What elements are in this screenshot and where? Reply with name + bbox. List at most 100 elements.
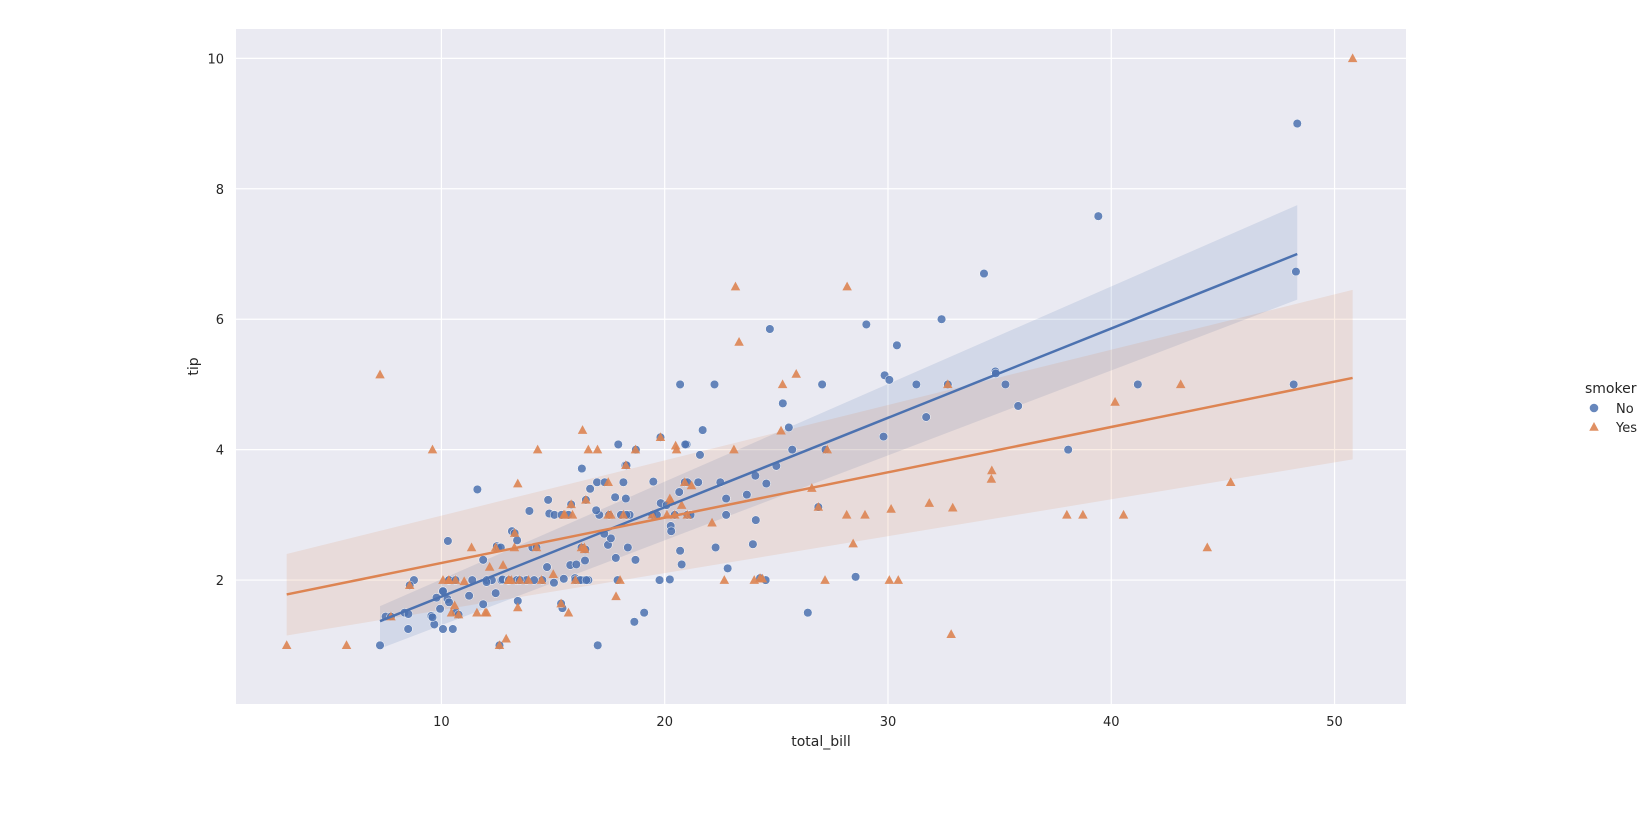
point-no (721, 510, 731, 520)
point-yes (686, 480, 697, 490)
point-yes (822, 444, 833, 454)
point-no (629, 617, 639, 627)
x-tick-label: 40 (1103, 715, 1120, 730)
point-yes (556, 598, 566, 608)
point-no (438, 624, 448, 634)
point-no (478, 555, 488, 565)
point-no (665, 574, 675, 584)
point-yes (466, 542, 477, 552)
point-yes (603, 477, 613, 487)
point-no (803, 608, 813, 618)
point-yes (1347, 53, 1358, 63)
point-yes (583, 444, 594, 454)
point-yes (655, 432, 666, 442)
point-yes (536, 575, 547, 584)
point-no (765, 324, 775, 334)
point-yes (453, 609, 464, 619)
point-no (748, 539, 758, 549)
point-no (698, 425, 708, 435)
legend-marker-yes (1589, 422, 1599, 431)
point-yes (570, 575, 581, 584)
legend-title: smoker (1585, 381, 1637, 397)
point-no (375, 640, 385, 650)
point-yes (884, 575, 895, 584)
point-yes (671, 444, 682, 454)
point-yes (581, 494, 591, 504)
point-no (549, 578, 559, 588)
point-no (577, 464, 587, 474)
plot-area (236, 29, 1406, 704)
point-no (655, 575, 665, 585)
point-no (591, 505, 601, 515)
point-yes (618, 509, 629, 519)
point-yes (548, 569, 559, 578)
legend: smoker No Yes (1585, 381, 1637, 436)
point-yes (924, 498, 935, 507)
point-yes (532, 444, 543, 454)
point-yes (450, 575, 461, 584)
regression-lines (286, 252, 1353, 623)
point-no (571, 559, 581, 569)
point-no (403, 624, 413, 634)
point-no (593, 640, 603, 650)
point-no (675, 379, 685, 389)
point-no (817, 379, 827, 389)
point-yes (523, 575, 534, 584)
point-no (680, 439, 690, 449)
point-yes (566, 499, 576, 509)
point-no (648, 477, 658, 487)
point-no (1093, 211, 1103, 221)
point-yes (1175, 379, 1186, 389)
point-no (892, 340, 902, 350)
point-yes (813, 502, 824, 511)
point-yes (375, 369, 385, 379)
point-no (559, 574, 569, 584)
point-yes (480, 607, 490, 617)
point-no (751, 515, 761, 525)
point-no (693, 477, 703, 487)
data-points (281, 53, 1358, 650)
point-no (611, 553, 621, 563)
point-yes (842, 281, 852, 291)
point-no (979, 269, 989, 279)
y-axis-ticks: 2 4 6 8 10 (207, 52, 224, 589)
x-axis-label: total_bill (791, 734, 851, 750)
point-yes (676, 500, 687, 509)
point-yes (341, 640, 352, 650)
point-yes (427, 444, 438, 454)
point-yes (611, 591, 621, 601)
point-no (761, 479, 771, 489)
point-yes (444, 575, 454, 584)
point-no (472, 484, 482, 494)
point-yes (449, 600, 460, 610)
y-axis-label: tip (186, 357, 202, 375)
point-no (464, 591, 474, 601)
grid (236, 29, 1406, 704)
point-yes (734, 337, 744, 346)
point-no (623, 542, 633, 553)
point-yes (1202, 542, 1213, 552)
point-no (784, 422, 794, 433)
point-no (443, 536, 453, 546)
point-yes (498, 560, 508, 569)
point-yes (504, 575, 514, 584)
point-no (709, 379, 720, 389)
point-yes (757, 573, 768, 583)
point-yes (1225, 477, 1236, 487)
point-no (1000, 379, 1010, 389)
point-no (695, 450, 705, 460)
point-no (861, 319, 871, 329)
point-no (1292, 119, 1302, 129)
fit-line-no (379, 252, 1298, 623)
point-yes (490, 542, 501, 552)
point-no (742, 490, 752, 500)
point-no (478, 599, 488, 609)
point-yes (848, 538, 858, 548)
point-no (427, 612, 438, 622)
point-no (1013, 401, 1023, 411)
point-yes (472, 607, 482, 617)
point-no (787, 445, 797, 455)
point-no (639, 608, 649, 618)
point-yes (777, 379, 788, 389)
